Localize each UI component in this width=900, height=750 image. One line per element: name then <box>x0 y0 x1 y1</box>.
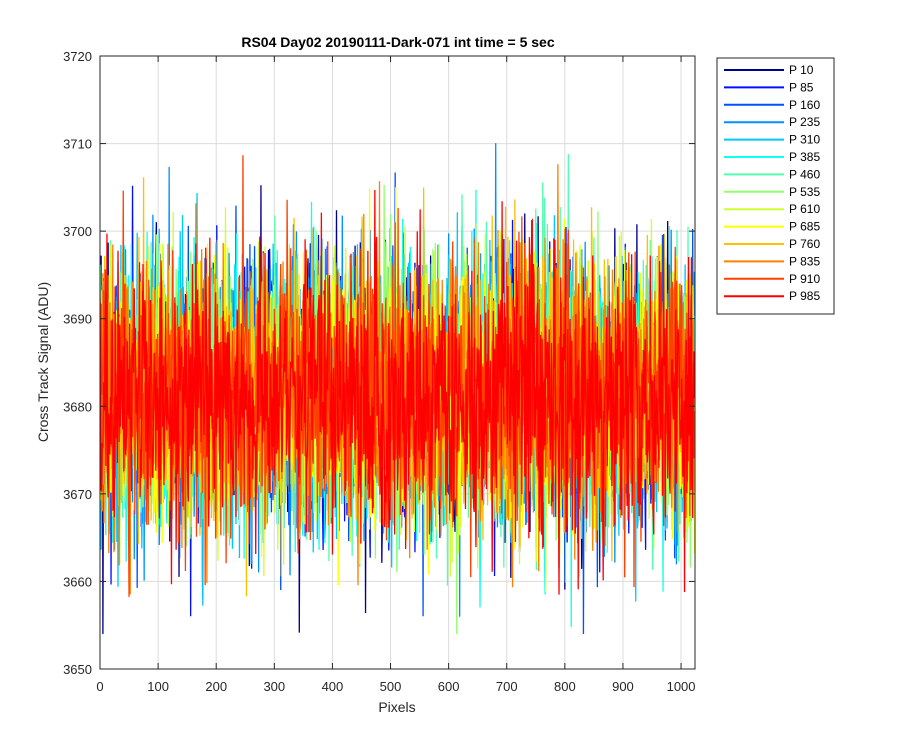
y-tick-label-2: 3670 <box>63 487 92 502</box>
legend-label-5: P 385 <box>789 150 820 164</box>
y-tick-label-1: 3660 <box>63 574 92 589</box>
legend-label-13: P 985 <box>789 289 820 303</box>
y-tick-label-7: 3720 <box>63 49 92 64</box>
x-tick-label-2: 200 <box>205 679 227 694</box>
x-tick-label-1: 100 <box>147 679 169 694</box>
legend-label-0: P 10 <box>789 63 814 77</box>
x-tick-label-9: 900 <box>612 679 634 694</box>
legend-label-7: P 535 <box>789 185 820 199</box>
x-tick-label-4: 400 <box>322 679 344 694</box>
legend-label-2: P 160 <box>789 98 820 112</box>
legend-box <box>716 57 835 315</box>
series-lines <box>100 143 695 634</box>
legend: P 10 P 85 P 160 P 235 P 310 P 385 P 460 P 535 P … <box>716 57 835 315</box>
legend-label-11: P 835 <box>789 254 820 268</box>
legend-label-6: P 460 <box>789 167 820 181</box>
series-line-p985 <box>100 190 695 595</box>
y-tick-label-4: 3690 <box>63 312 92 327</box>
x-tick-label-6: 600 <box>438 679 460 694</box>
x-tick-label-7: 700 <box>496 679 518 694</box>
legend-label-9: P 685 <box>789 220 820 234</box>
y-axis-label: Cross Track Signal (ADU) <box>35 282 51 442</box>
legend-label-4: P 310 <box>789 133 820 147</box>
x-tick-label-10: 1000 <box>667 679 696 694</box>
x-tick-label-3: 300 <box>263 679 285 694</box>
y-tick-label-5: 3700 <box>63 224 92 239</box>
legend-label-3: P 235 <box>789 115 820 129</box>
chart-title: RS04 Day02 20190111-Dark-071 int time = … <box>241 34 554 50</box>
legend-label-12: P 910 <box>789 272 820 286</box>
legend-label-1: P 85 <box>789 80 814 94</box>
x-tick-label-0: 0 <box>96 679 103 694</box>
y-tick-label-3: 3680 <box>63 399 92 414</box>
legend-label-8: P 610 <box>789 202 820 216</box>
x-axis: 0 100 200 300 400 500 600 700 800 900 1000 <box>96 56 696 694</box>
x-tick-label-8: 800 <box>554 679 576 694</box>
plot-frame <box>99 55 696 670</box>
x-tick-label-5: 500 <box>380 679 402 694</box>
y-axis: 3650 3660 3670 3680 3690 3700 3710 3720 <box>63 49 695 677</box>
x-axis-label: Pixels <box>378 699 415 715</box>
y-tick-label-6: 3710 <box>63 137 92 152</box>
y-tick-label-0: 3650 <box>63 662 92 677</box>
legend-label-10: P 760 <box>789 237 820 251</box>
